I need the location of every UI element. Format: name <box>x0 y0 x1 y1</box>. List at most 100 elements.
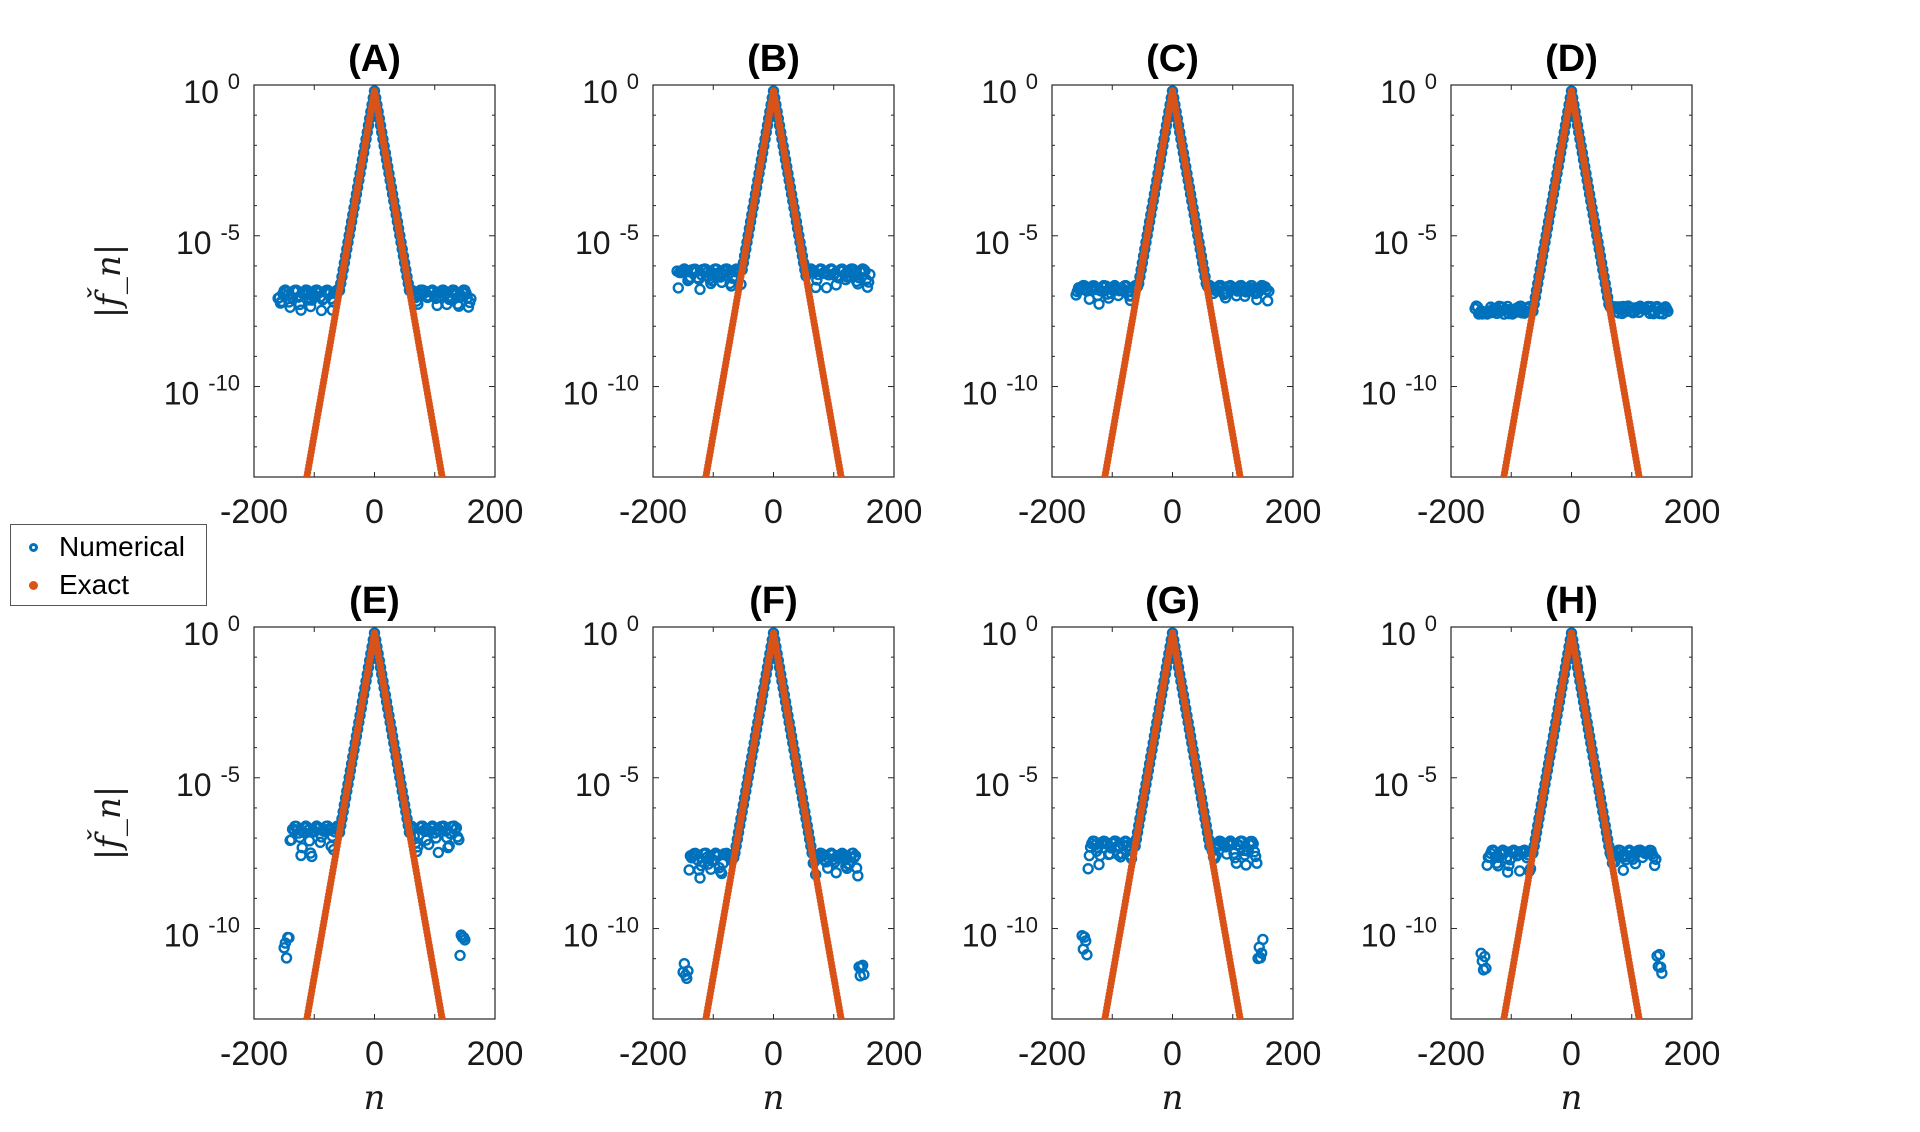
exact-point <box>700 1028 707 1035</box>
y-tick-exponent: 0 <box>228 69 240 94</box>
exact-point <box>698 1038 705 1045</box>
y-tick-exponent: 0 <box>1425 69 1437 94</box>
exact-point <box>1241 1042 1248 1049</box>
exact-point <box>442 493 449 500</box>
y-tick-exponent: 0 <box>228 611 240 636</box>
exact-point <box>443 1042 450 1049</box>
exact-point <box>443 1038 450 1045</box>
numerical-point <box>694 872 706 884</box>
exact-point <box>840 490 847 497</box>
numerical-point <box>811 274 823 286</box>
numerical-point <box>294 298 306 311</box>
exact-point <box>302 479 309 486</box>
y-tick-label: 10 -5 <box>1373 220 1437 261</box>
exact-point <box>1098 1032 1105 1039</box>
y-tick-base: 10 <box>164 376 208 412</box>
x-tick-label: -200 <box>220 493 288 531</box>
exact-point <box>1640 500 1647 507</box>
numerical-point <box>1654 961 1667 973</box>
exact-point <box>1637 479 1644 486</box>
exact-point <box>843 1045 850 1052</box>
numerical-point <box>283 931 295 944</box>
exact-point <box>1640 1038 1647 1045</box>
numerical-point <box>1081 949 1093 961</box>
exact-point <box>1100 483 1107 490</box>
exact-point <box>444 1045 451 1052</box>
numerical-point <box>1263 285 1275 297</box>
exact-point <box>300 1032 307 1039</box>
x-axis-label: n <box>763 1078 785 1118</box>
numerical-point <box>454 949 466 962</box>
numerical-point <box>1617 864 1630 876</box>
exact-point <box>442 1035 449 1042</box>
x-tick-label: 0 <box>365 493 384 531</box>
panel-title: (G) <box>1145 580 1200 622</box>
exact-point <box>1495 1045 1502 1052</box>
numerical-point <box>432 846 445 859</box>
numerical-point <box>304 300 317 313</box>
exact-point <box>1638 1028 1645 1035</box>
exact-point <box>441 1028 448 1035</box>
y-tick-base: 10 <box>563 376 607 412</box>
x-tick-label: 200 <box>1664 493 1721 531</box>
y-tick-exponent: -5 <box>220 762 240 787</box>
x-tick-label: -200 <box>220 1035 288 1073</box>
exact-point <box>837 472 845 477</box>
exact-point <box>840 486 847 493</box>
y-tick-base: 10 <box>1373 225 1417 261</box>
numerical-point <box>295 304 307 316</box>
exact-point <box>441 490 448 497</box>
y-tick-label: 10 0 <box>183 611 240 652</box>
y-tick-exponent: -10 <box>208 371 240 396</box>
exact-point <box>1238 1021 1245 1028</box>
exact-point <box>839 1021 846 1028</box>
exact-point <box>1098 493 1105 500</box>
exact-point <box>840 1032 847 1039</box>
y-tick-label: 10 -10 <box>962 371 1038 412</box>
exact-point <box>701 479 708 486</box>
numerical-point <box>1249 850 1262 863</box>
exact-point <box>699 490 706 497</box>
x-tick-label: 200 <box>467 1035 524 1073</box>
x-axis-label: n <box>1561 1078 1583 1118</box>
exact-point <box>1499 1021 1506 1028</box>
numerical-point <box>852 278 864 290</box>
numerical-point <box>315 304 328 317</box>
data-layer <box>1469 85 1674 507</box>
numerical-point <box>1257 933 1269 946</box>
exact-point <box>1636 1017 1643 1019</box>
y-tick-label: 10 -5 <box>176 762 240 803</box>
numerical-point <box>820 282 833 294</box>
x-axis-label: n <box>1162 1078 1184 1118</box>
exact-point <box>302 1021 309 1028</box>
exact-point <box>1640 1042 1647 1049</box>
panel-title: (A) <box>348 38 401 80</box>
exact-point <box>1237 475 1244 477</box>
y-tick-base: 10 <box>981 616 1025 652</box>
x-tick-label: -200 <box>1417 493 1485 531</box>
exact-point <box>298 503 305 510</box>
exact-point <box>1637 1021 1644 1028</box>
numerical-point <box>1255 947 1268 959</box>
exact-point <box>699 493 706 500</box>
y-tick-exponent: 0 <box>627 611 639 636</box>
exact-point <box>440 483 447 490</box>
y-tick-exponent: -10 <box>208 913 240 938</box>
exact-point <box>1497 493 1504 500</box>
exact-point <box>299 1042 306 1049</box>
numerical-marker-icon <box>28 542 38 552</box>
exact-point <box>299 496 306 503</box>
numerical-point <box>1248 846 1261 858</box>
y-tick-base: 10 <box>575 767 619 803</box>
axes-box <box>652 626 895 1020</box>
y-axis-label: |f̌_n| <box>87 244 129 318</box>
exact-point <box>701 1025 708 1032</box>
y-tick-exponent: -10 <box>1006 371 1038 396</box>
exact-point <box>441 1032 448 1039</box>
numerical-point <box>1480 962 1492 975</box>
numerical-point <box>1662 305 1674 318</box>
